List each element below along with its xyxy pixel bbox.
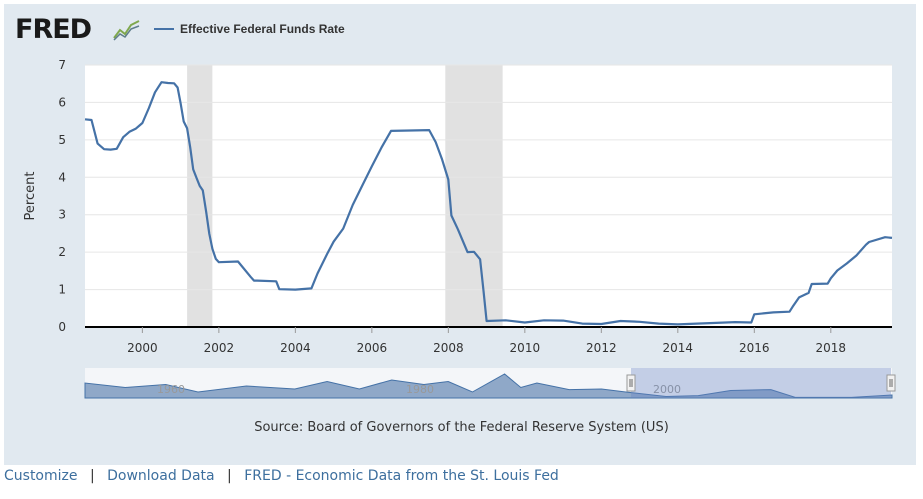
y-tick-label: 0 <box>58 320 66 334</box>
y-tick-label: 7 <box>58 58 66 72</box>
y-axis-label: Percent <box>23 172 38 221</box>
y-tick-label: 3 <box>58 208 66 222</box>
y-tick-label: 2 <box>58 245 66 259</box>
source-note: Source: Board of Governors of the Federa… <box>254 420 669 435</box>
x-tick-label: 2006 <box>357 341 388 355</box>
navigator-label: 1980 <box>406 383 434 396</box>
recession-band <box>445 65 503 327</box>
x-tick-label: 2012 <box>586 341 617 355</box>
fred-home-link[interactable]: FRED - Economic Data from the St. Louis … <box>244 468 559 484</box>
navigator-label: 2000 <box>653 383 681 396</box>
x-tick-label: 2010 <box>510 341 541 355</box>
legend-label: Effective Federal Funds Rate <box>180 22 345 36</box>
navigator-series <box>84 373 893 399</box>
y-tick-label: 5 <box>58 133 66 147</box>
navigator-label: 1960 <box>157 383 185 396</box>
navigator-handle[interactable] <box>886 374 896 392</box>
footer-links: Customize | Download Data | FRED - Econo… <box>4 468 559 484</box>
x-tick-label: 2008 <box>433 341 464 355</box>
x-tick-label: 2002 <box>204 341 235 355</box>
y-tick-label: 4 <box>58 170 66 184</box>
x-tick-label: 2018 <box>816 341 847 355</box>
series-line-effective-federal-funds-rate <box>84 81 893 326</box>
customize-link[interactable]: Customize <box>4 468 78 484</box>
recession-band <box>187 65 213 327</box>
chart-svg[interactable]: 0 1 2 3 4 5 6 7 2000 2002 2004 2006 2008 2010 2012 2014… <box>0 0 923 420</box>
fred-logo[interactable]: FRED <box>15 14 92 45</box>
x-tick-label: 2000 <box>127 341 158 355</box>
download-data-link[interactable]: Download Data <box>107 468 215 484</box>
line-chart-icon <box>112 18 142 46</box>
footer-separator: | <box>227 468 232 484</box>
y-tick-label: 6 <box>58 95 66 109</box>
navigator-selection[interactable] <box>631 368 891 398</box>
legend-swatch <box>154 28 174 30</box>
legend[interactable]: Effective Federal Funds Rate <box>154 22 345 36</box>
x-tick-label: 2004 <box>280 341 311 355</box>
navigator-handle[interactable] <box>626 374 636 392</box>
x-tick-label: 2016 <box>739 341 770 355</box>
y-tick-label: 1 <box>58 283 66 297</box>
footer-separator: | <box>89 468 95 484</box>
x-tick-label: 2014 <box>663 341 694 355</box>
